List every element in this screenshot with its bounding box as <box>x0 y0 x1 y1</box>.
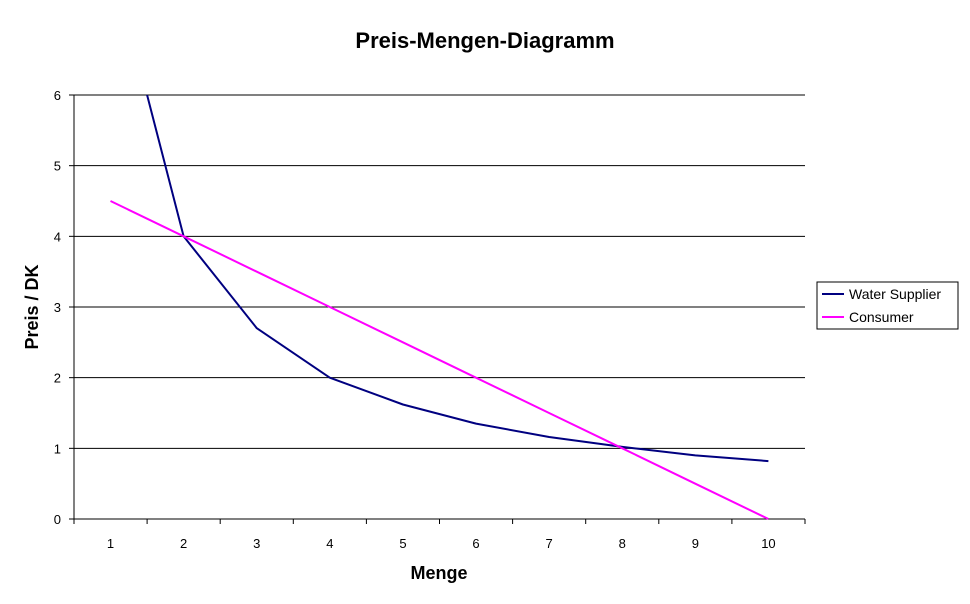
x-tick-label: 4 <box>326 536 333 551</box>
x-axis-title: Menge <box>410 563 467 583</box>
x-tick-label: 2 <box>180 536 187 551</box>
y-tick-label: 2 <box>54 371 61 386</box>
chart-title: Preis-Mengen-Diagramm <box>355 28 614 53</box>
grid <box>74 94 805 449</box>
x-tick-label: 1 <box>107 536 114 551</box>
x-tick-label: 9 <box>692 536 699 551</box>
legend-label-consumer: Consumer <box>849 309 914 325</box>
x-tick-label: 6 <box>472 536 479 551</box>
legend: Water Supplier Consumer <box>816 281 959 330</box>
x-tick-label: 10 <box>761 536 775 551</box>
series-lines <box>110 94 769 520</box>
series-line-water-supplier <box>146 94 769 463</box>
y-tick-label: 3 <box>54 300 61 315</box>
series-line-consumer <box>110 200 769 520</box>
x-tick-labels: 1 2 3 4 5 6 7 8 9 10 <box>107 536 776 551</box>
y-tick-label: 1 <box>54 441 61 456</box>
y-axis-title: Preis / DK <box>22 264 42 349</box>
x-tick-label: 5 <box>399 536 406 551</box>
x-tick-label: 8 <box>619 536 626 551</box>
y-tick-label: 4 <box>54 229 61 244</box>
x-tick-label: 3 <box>253 536 260 551</box>
axes <box>69 94 806 524</box>
x-tick-label: 7 <box>546 536 553 551</box>
legend-label-water-supplier: Water Supplier <box>849 286 941 302</box>
y-tick-label: 0 <box>54 512 61 527</box>
y-tick-label: 6 <box>54 88 61 103</box>
legend-box <box>816 281 959 330</box>
y-tick-label: 5 <box>54 159 61 174</box>
y-tick-labels: 0 1 2 3 4 5 6 <box>54 88 61 527</box>
